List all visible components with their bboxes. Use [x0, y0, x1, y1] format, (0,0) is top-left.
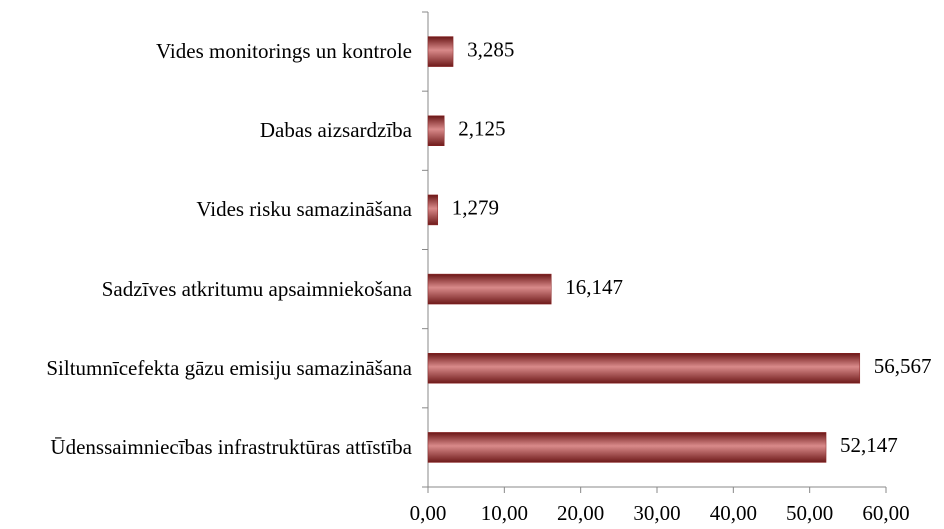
x-tick-label: 60,00	[862, 501, 909, 525]
category-label-box: Siltumnīcefekta gāzu emisiju samazināšan…	[2, 329, 412, 408]
data-label: 56,567	[874, 354, 932, 378]
bar	[427, 353, 861, 384]
y-tick-label: Vides risku samazināšana	[196, 197, 412, 222]
category-label-box: Vides risku samazināšana	[2, 170, 412, 249]
bar	[427, 115, 445, 146]
bar	[427, 432, 827, 463]
x-tick-label: 30,00	[633, 501, 680, 525]
y-tick-label: Vides monitorings un kontrole	[156, 39, 412, 64]
x-tick-label: 0,00	[410, 501, 447, 525]
y-tick-label: Sadzīves atkritumu apsaimniekošana	[101, 276, 412, 301]
y-tick-label: Ūdenssaimniecības infrastruktūras attīst…	[50, 434, 412, 459]
data-label: 2,125	[458, 117, 505, 141]
x-tick-label: 10,00	[481, 501, 528, 525]
x-tick-label: 20,00	[557, 501, 604, 525]
bar	[427, 273, 552, 305]
x-tick-label: 40,00	[710, 501, 757, 525]
y-tick-label: Siltumnīcefekta gāzu emisiju samazināšan…	[46, 355, 412, 380]
category-label-box: Vides monitorings un kontrole	[2, 12, 412, 91]
x-tick-label: 50,00	[786, 501, 833, 525]
data-label: 3,285	[467, 37, 514, 61]
data-label: 1,279	[452, 196, 499, 220]
data-label: 52,147	[840, 433, 898, 457]
category-label-box: Dabas aizsardzība	[2, 91, 412, 170]
data-label: 16,147	[565, 275, 623, 299]
category-label-box: Sadzīves atkritumu apsaimniekošana	[2, 250, 412, 329]
category-label-box: Ūdenssaimniecības infrastruktūras attīst…	[2, 408, 412, 487]
bar	[427, 194, 439, 226]
bar	[427, 36, 454, 67]
y-tick-label: Dabas aizsardzība	[259, 118, 412, 143]
